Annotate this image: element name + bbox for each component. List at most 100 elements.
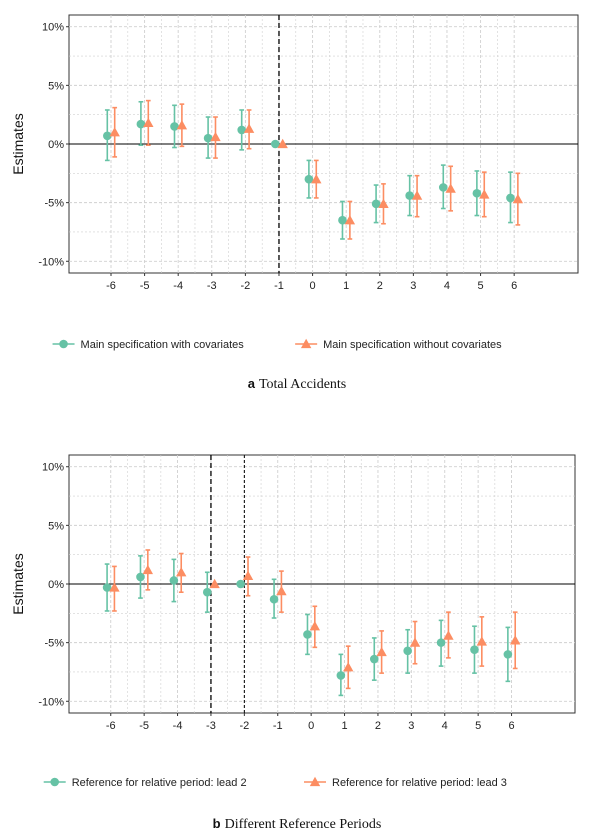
data-point-circle (202, 587, 212, 597)
x-tick-label: -4 (173, 280, 183, 292)
x-tick-label: 0 (308, 720, 314, 732)
x-tick-label: -1 (274, 280, 284, 292)
data-point-triangle (242, 570, 254, 580)
y-axis-label: Estimates (10, 113, 26, 174)
data-point-triangle (277, 138, 288, 149)
data-point-triangle (479, 189, 490, 199)
data-point-circle (338, 215, 347, 225)
x-tick-label: -2 (239, 720, 249, 732)
data-point-circle (103, 131, 112, 141)
x-tick-label: -5 (139, 720, 149, 732)
x-tick-label: -5 (140, 280, 150, 292)
data-point-triangle (512, 193, 524, 204)
data-point-circle (470, 645, 479, 654)
y-tick-label: 5% (48, 520, 64, 532)
x-tick-label: 2 (375, 720, 381, 732)
legend-label: Main specification with covariates (81, 339, 245, 351)
data-point-triangle (243, 123, 255, 133)
data-point-circle (405, 191, 414, 200)
data-point-triangle (476, 636, 488, 646)
data-point-circle (336, 671, 346, 680)
y-tick-label: -10% (38, 696, 64, 708)
data-point-triangle (344, 215, 356, 225)
data-point-circle (304, 174, 314, 184)
y-tick-label: 10% (42, 462, 64, 474)
x-tick-label: 6 (511, 280, 517, 292)
x-tick-label: -1 (273, 720, 283, 732)
data-point-circle (203, 133, 213, 143)
y-axis-label: Estimates (10, 553, 26, 614)
x-tick-label: 3 (408, 720, 414, 732)
data-point-triangle (309, 621, 321, 631)
legend: Main specification with covariates Main s… (52, 338, 502, 351)
x-tick-label: -2 (240, 280, 250, 292)
panel-b-chart: -10% -5% 0% 5% 10% -6 -5 -4 -3 -2 -1 0 1 2 3 4 5 6 Estimat… (10, 454, 576, 832)
panel-caption: a Total Accidents (248, 376, 347, 392)
x-tick-label: -3 (207, 280, 217, 292)
data-point-triangle (276, 585, 287, 596)
data-point-circle (436, 638, 446, 647)
data-point-circle (136, 119, 146, 129)
data-point-circle (506, 193, 515, 203)
panel-letter: a (248, 376, 256, 391)
x-tick-label: 5 (475, 720, 481, 732)
x-tick-label: 6 (508, 720, 514, 732)
x-tick-label: -4 (173, 720, 183, 732)
data-point-circle (403, 646, 412, 656)
x-tick-label: 2 (377, 280, 383, 292)
panel-a-chart: -10% -5% 0% 5% 10% -6 -5 -4 -3 -2 -1 0 1 2 3 4 5 6 Estimat… (10, 14, 579, 392)
data-point-triangle (445, 183, 456, 193)
x-tick-label: -3 (206, 720, 216, 732)
panel-letter: b (213, 816, 221, 831)
data-point-circle (102, 583, 112, 592)
y-tick-label: -5% (44, 198, 64, 210)
legend-key-circle (50, 777, 59, 787)
data-point-triangle (142, 564, 154, 575)
data-point-triangle (176, 567, 187, 577)
data-point-circle (236, 579, 245, 589)
y-tick-label: 5% (48, 80, 64, 92)
x-tick-label: -6 (106, 280, 116, 292)
data-point-triangle (210, 131, 221, 142)
data-point-circle (472, 188, 482, 198)
x-tick-label: 1 (341, 720, 347, 732)
data-point-triangle (409, 637, 421, 647)
data-point-triangle (443, 630, 454, 640)
data-point-triangle (376, 646, 387, 657)
y-tick-label: -10% (38, 256, 64, 268)
x-tick-label: 0 (310, 280, 316, 292)
legend: Reference for relative period: lead 2 Ref… (43, 776, 507, 789)
data-point-triangle (109, 582, 120, 592)
x-tick-label: 4 (444, 280, 450, 292)
legend-label: Main specification without covariates (323, 339, 502, 351)
y-tick-label: 0% (48, 579, 64, 591)
y-tick-label: 10% (42, 22, 64, 34)
panel-title: Different Reference Periods (225, 817, 382, 832)
legend-label: Reference for relative period: lead 3 (332, 777, 507, 789)
data-point-triangle (510, 635, 521, 645)
y-tick-label: 0% (48, 139, 64, 151)
data-point-circle (303, 630, 312, 639)
panel-title: Total Accidents (259, 377, 346, 392)
x-tick-label: 5 (478, 280, 484, 292)
legend-key-triangle (300, 338, 312, 349)
legend-key-triangle (309, 776, 321, 787)
data-point-triangle (176, 120, 188, 130)
data-point-triangle (343, 662, 354, 672)
panel-caption: b Different Reference Periods (213, 816, 382, 832)
data-point-triangle (311, 173, 322, 184)
data-point-circle (237, 125, 246, 135)
data-point-circle (369, 654, 379, 664)
data-point-circle (371, 199, 381, 209)
x-tick-label: 1 (343, 280, 349, 292)
data-point-circle (136, 572, 145, 582)
x-tick-label: -6 (106, 720, 116, 732)
data-point-circle (438, 183, 448, 192)
data-point-circle (169, 576, 179, 585)
x-tick-label: 3 (410, 280, 416, 292)
data-point-circle (170, 122, 179, 131)
data-point-triangle (143, 117, 154, 128)
data-point-triangle (378, 198, 389, 208)
legend-label: Reference for relative period: lead 2 (72, 777, 247, 789)
